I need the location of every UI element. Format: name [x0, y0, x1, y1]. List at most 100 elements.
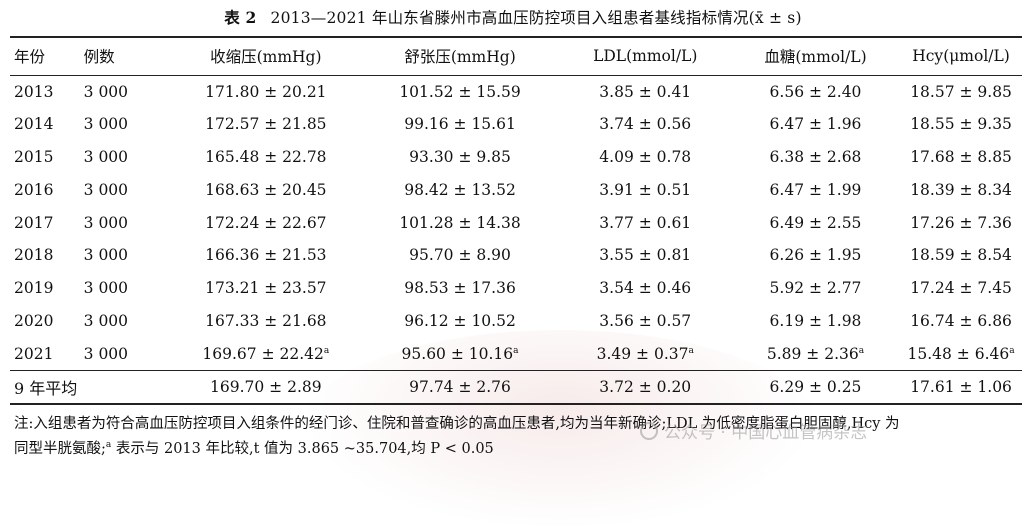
cell-ldl: 3.77 ± 0.61	[560, 206, 731, 239]
cell-ldl: 3.49 ± 0.37a	[560, 337, 731, 370]
cell-hcy: 15.48 ± 6.46a	[900, 337, 1022, 370]
cell-year-value: 2016	[14, 180, 54, 199]
cell-sbp-value: 165.48 ± 22.78	[205, 147, 327, 166]
cell-year-value: 2019	[14, 279, 54, 298]
cell-year-value: 2018	[14, 246, 54, 265]
cell-year: 2019	[10, 272, 84, 305]
cell-glucose-value: 6.19 ± 1.98	[769, 311, 862, 330]
cell-sbp: 165.48 ± 22.78	[171, 141, 360, 174]
cell-ldl: 4.09 ± 0.78	[560, 141, 731, 174]
cell-n-value: 3 000	[83, 115, 129, 134]
cell-hcy-value: 17.26 ± 7.36	[910, 213, 1012, 232]
cell-sbp-value: 173.21 ± 23.57	[205, 279, 327, 298]
note-line-1: 注:入组患者为符合高血压防控项目入组条件的经门诊、住院和普查确诊的高血压患者,均…	[14, 416, 900, 432]
cell-glucose: 6.49 ± 2.55	[731, 206, 900, 239]
cell-dbp: 99.16 ± 15.61	[360, 108, 559, 141]
cell-hcy: 18.59 ± 8.54	[900, 239, 1022, 272]
table-title: 表 2 2013—2021 年山东省滕州市高血压防控项目入组患者基线指标情况(x̄…	[0, 6, 1026, 28]
table-row: 2019 3 000 173.21 ± 23.57 98.53 ± 17.36 3.54…	[10, 272, 1022, 305]
cell-sbp: 172.57 ± 21.85	[171, 108, 360, 141]
cell-ldl-value: 3.77 ± 0.61	[599, 213, 692, 232]
col-header-sbp: 收缩压(mmHg)	[210, 48, 322, 67]
average-sbp: 169.70 ± 2.89	[210, 377, 322, 396]
cell-year: 2014	[10, 108, 84, 141]
cell-sbp: 172.24 ± 22.67	[171, 206, 360, 239]
note-line-2-a: 同型半胱氨酸;	[14, 441, 106, 457]
cell-year-value: 2020	[14, 311, 54, 330]
cell-sbp: 167.33 ± 21.68	[171, 305, 360, 338]
cell-glucose-value: 6.47 ± 1.96	[769, 115, 862, 134]
table-body: 2013 3 000 171.80 ± 20.21 101.52 ± 15.59 3.8…	[10, 75, 1022, 370]
cell-glucose-value: 6.26 ± 1.95	[769, 246, 862, 265]
significance-mark: a	[513, 345, 519, 356]
cell-dbp: 93.30 ± 9.85	[360, 141, 559, 174]
cell-year: 2017	[10, 206, 84, 239]
cell-ldl: 3.85 ± 0.41	[560, 75, 731, 108]
table-row: 2014 3 000 172.57 ± 21.85 99.16 ± 15.61 3.74…	[10, 108, 1022, 141]
cell-n: 3 000	[84, 239, 172, 272]
col-header-glucose: 血糖(mmol/L)	[764, 48, 867, 67]
cell-glucose: 6.19 ± 1.98	[731, 305, 900, 338]
cell-year: 2016	[10, 173, 84, 206]
cell-glucose: 6.26 ± 1.95	[731, 239, 900, 272]
cell-glucose-value: 6.56 ± 2.40	[769, 82, 862, 101]
cell-dbp-value: 95.60 ± 10.16	[401, 344, 514, 363]
table-row: 2013 3 000 171.80 ± 20.21 101.52 ± 15.59 3.8…	[10, 75, 1022, 108]
cell-glucose: 6.38 ± 2.68	[731, 141, 900, 174]
header-row: 年份 例数 收缩压(mmHg) 舒张压(mmHg) LDL(mmol/L) 血糖…	[10, 37, 1022, 75]
cell-ldl-value: 3.54 ± 0.46	[599, 279, 692, 298]
cell-ldl-value: 3.49 ± 0.37	[596, 344, 689, 363]
cell-n: 3 000	[84, 75, 172, 108]
cell-hcy-value: 18.55 ± 9.35	[910, 115, 1012, 134]
cell-sbp: 168.63 ± 20.45	[171, 173, 360, 206]
table-row: 2018 3 000 166.36 ± 21.53 95.70 ± 8.90 3.55 …	[10, 239, 1022, 272]
cell-year: 2018	[10, 239, 84, 272]
cell-dbp-value: 96.12 ± 10.52	[404, 311, 516, 330]
cell-ldl: 3.91 ± 0.51	[560, 173, 731, 206]
col-header-dbp: 舒张压(mmHg)	[404, 48, 516, 67]
cell-ldl-value: 3.56 ± 0.57	[599, 311, 692, 330]
cell-hcy-value: 15.48 ± 6.46	[907, 344, 1010, 363]
cell-glucose-value: 5.92 ± 2.77	[769, 279, 862, 298]
cell-hcy: 18.57 ± 9.85	[900, 75, 1022, 108]
cell-n: 3 000	[84, 108, 172, 141]
cell-hcy: 16.74 ± 6.86	[900, 305, 1022, 338]
cell-dbp: 101.28 ± 14.38	[360, 206, 559, 239]
cell-dbp-value: 101.52 ± 15.59	[399, 82, 521, 101]
baseline-table: 年份 例数 收缩压(mmHg) 舒张压(mmHg) LDL(mmol/L) 血糖…	[10, 36, 1022, 405]
cell-sbp-value: 168.63 ± 20.45	[205, 180, 327, 199]
table-note: 注:入组患者为符合高血压防控项目入组条件的经门诊、住院和普查确诊的高血压患者,均…	[14, 412, 1019, 462]
cell-year-value: 2013	[14, 82, 54, 101]
cell-glucose: 6.47 ± 1.96	[731, 108, 900, 141]
cell-glucose-value: 6.47 ± 1.99	[769, 180, 862, 199]
cell-sbp: 173.21 ± 23.57	[171, 272, 360, 305]
cell-ldl-value: 3.55 ± 0.81	[599, 246, 692, 265]
cell-ldl: 3.54 ± 0.46	[560, 272, 731, 305]
cell-n: 3 000	[84, 305, 172, 338]
cell-sbp: 171.80 ± 20.21	[171, 75, 360, 108]
cell-ldl-value: 3.91 ± 0.51	[599, 180, 692, 199]
cell-dbp-value: 98.53 ± 17.36	[404, 279, 516, 298]
cell-glucose-value: 5.89 ± 2.36	[766, 344, 859, 363]
cell-sbp-value: 167.33 ± 21.68	[205, 311, 327, 330]
cell-ldl-value: 3.74 ± 0.56	[599, 115, 692, 134]
cell-year-value: 2014	[14, 115, 54, 134]
cell-sbp-value: 166.36 ± 21.53	[205, 246, 327, 265]
cell-sbp-value: 172.24 ± 22.67	[205, 213, 327, 232]
average-row: 9 年平均 169.70 ± 2.89 97.74 ± 2.76 3.72 ± …	[10, 370, 1022, 405]
cell-ldl: 3.55 ± 0.81	[560, 239, 731, 272]
table-label: 表 2	[224, 8, 257, 27]
cell-sbp: 166.36 ± 21.53	[171, 239, 360, 272]
cell-year-value: 2021	[14, 344, 54, 363]
col-header-n: 例数	[83, 48, 115, 67]
cell-glucose: 6.56 ± 2.40	[731, 75, 900, 108]
cell-dbp-value: 93.30 ± 9.85	[409, 147, 511, 166]
cell-n-value: 3 000	[83, 246, 129, 265]
cell-n: 3 000	[84, 272, 172, 305]
average-hcy: 17.61 ± 1.06	[910, 377, 1012, 396]
average-label: 9 年平均	[14, 378, 78, 398]
cell-dbp-value: 95.70 ± 8.90	[409, 246, 511, 265]
cell-dbp: 98.42 ± 13.52	[360, 173, 559, 206]
cell-year: 2021	[10, 337, 84, 370]
cell-hcy-value: 18.57 ± 9.85	[910, 82, 1012, 101]
